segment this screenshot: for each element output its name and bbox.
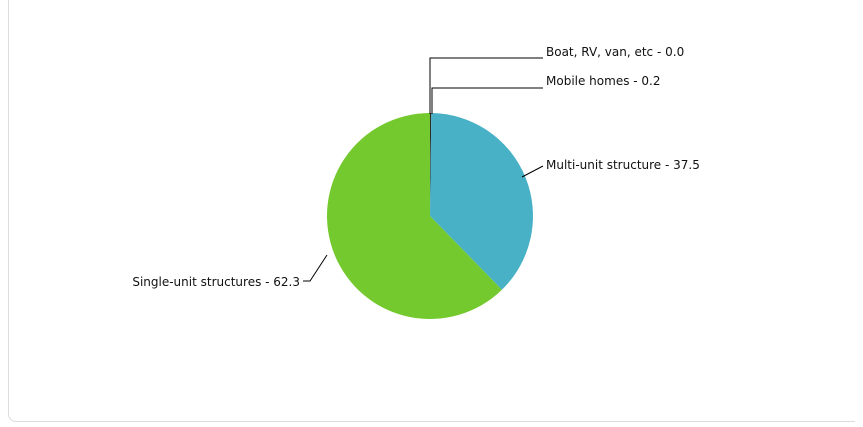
pie-slice-single-unit-structures	[326, 112, 502, 319]
pie-slice-mobile-homes	[430, 113, 432, 216]
leader-line-3	[521, 165, 544, 178]
pie-slice-multi-unit-structure	[430, 113, 533, 290]
slice-label-4: Single-unit structures - 62.3	[132, 275, 300, 289]
slice-label-1: Boat, RV, van, etc - 0.0	[546, 45, 684, 59]
slice-label-3: Multi-unit structure - 37.5	[546, 158, 700, 172]
slice-label-2: Mobile homes - 0.2	[546, 74, 661, 88]
leader-line-2	[431, 87, 543, 114]
leader-line-1	[429, 57, 543, 114]
leader-line-4	[303, 254, 328, 282]
